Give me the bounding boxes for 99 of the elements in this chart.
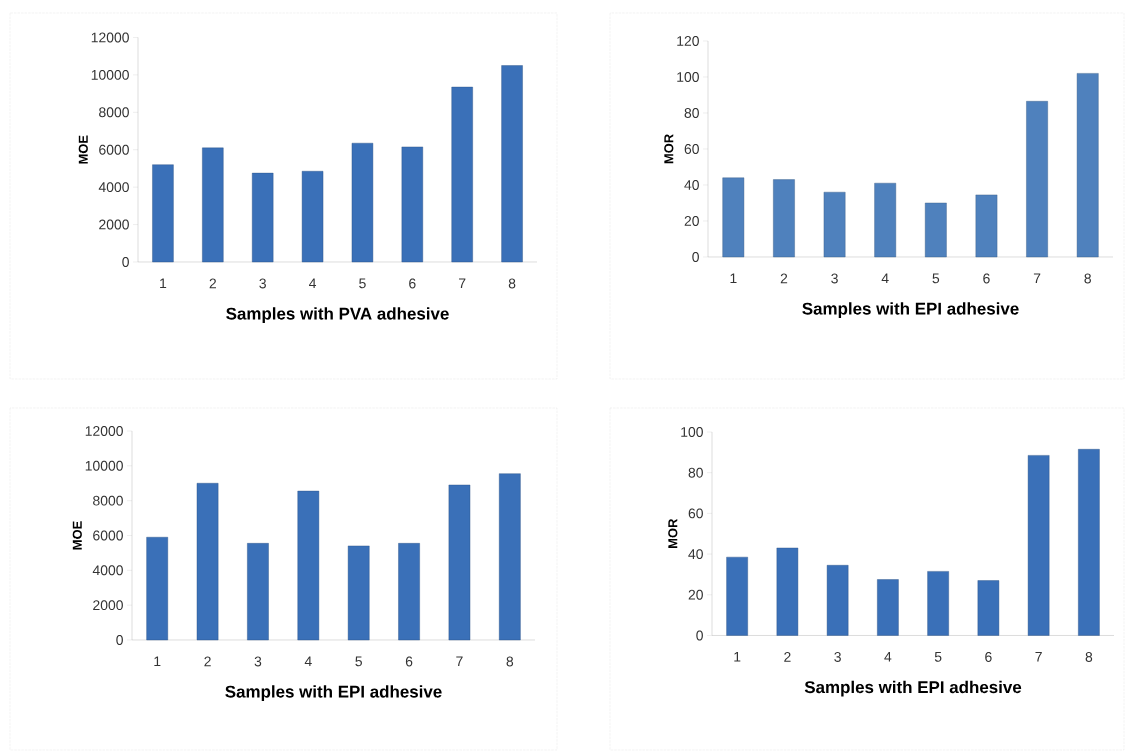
bar [1026, 101, 1048, 258]
x-tick-label: 4 [309, 278, 317, 289]
x-tick-label: 1 [160, 278, 167, 289]
x-tick-label: 3 [834, 651, 841, 662]
y-tick-label: 0 [692, 252, 699, 262]
y-axis-title: MOR [664, 134, 674, 164]
bar [202, 147, 224, 263]
bar [252, 172, 274, 263]
bar [401, 146, 423, 263]
x-tick-label: 1 [730, 273, 737, 284]
x-tick-label: 8 [506, 656, 514, 667]
y-tick-label: 40 [684, 180, 699, 190]
x-tick-label: 3 [259, 278, 266, 289]
x-axis-title: Samples with EPI adhesive [225, 685, 442, 702]
x-axis-title: Samples with PVA adhesive [226, 307, 449, 324]
x-tick-label: 5 [934, 652, 942, 662]
bar [398, 543, 420, 641]
y-tick-label: 0 [696, 630, 703, 641]
x-axis-title: Samples with EPI adhesive [804, 680, 1022, 697]
x-tick-label: 2 [209, 278, 216, 289]
y-tick-label: 4000 [92, 565, 123, 576]
y-tick-label: 2000 [99, 219, 129, 230]
y-tick-label: 20 [688, 589, 703, 600]
x-tick-label: 6 [409, 278, 416, 289]
bar [977, 580, 1000, 636]
y-axis-title: MOE [78, 135, 88, 164]
y-tick-label: 20 [684, 216, 699, 226]
y-axis-title: MOE [72, 521, 82, 550]
bar [152, 164, 174, 263]
bar [501, 65, 523, 263]
bar [823, 191, 846, 258]
y-tick-label: 12000 [85, 426, 123, 436]
y-tick-label: 60 [688, 508, 703, 519]
x-tick-label: 6 [983, 273, 990, 284]
x-tick-label: 5 [355, 656, 362, 667]
y-tick-label: 8000 [93, 495, 123, 506]
y-tick-label: 4000 [98, 182, 129, 193]
y-tick-label: 100 [677, 72, 699, 82]
bar [924, 202, 947, 258]
x-tick-label: 5 [359, 278, 366, 289]
x-tick-label: 2 [780, 273, 788, 284]
y-tick-label: 12000 [91, 32, 129, 43]
bar [297, 490, 320, 641]
x-tick-label: 8 [1084, 273, 1091, 284]
bar [1076, 73, 1099, 258]
y-tick-label: 6000 [93, 530, 123, 541]
bar [927, 571, 949, 636]
bar [726, 556, 748, 636]
x-tick-label: 6 [405, 656, 413, 667]
y-tick-label: 120 [677, 36, 699, 46]
bar [877, 579, 899, 636]
bar [301, 171, 324, 263]
bar [773, 179, 795, 258]
x-axis-title: Samples with EPI adhesive [802, 302, 1019, 319]
x-tick-label: 2 [784, 651, 791, 662]
x-tick-label: 4 [881, 273, 889, 284]
bar [451, 86, 473, 263]
y-tick-label: 80 [688, 467, 703, 478]
y-tick-label: 80 [684, 108, 699, 118]
bar [722, 177, 745, 258]
x-tick-label: 7 [456, 656, 463, 667]
bar [826, 565, 849, 636]
x-tick-label: 6 [985, 651, 992, 662]
y-axis-title: MOR [668, 518, 678, 548]
y-tick-label: 40 [688, 549, 703, 560]
y-tick-label: 6000 [99, 144, 129, 155]
bar [146, 537, 168, 641]
bar [347, 545, 370, 641]
y-tick-label: 60 [684, 144, 699, 154]
x-tick-label: 7 [459, 278, 466, 289]
y-tick-label: 10000 [91, 69, 129, 80]
y-tick-label: 0 [122, 257, 129, 267]
bar [1027, 455, 1050, 636]
y-tick-label: 8000 [99, 107, 129, 118]
x-tick-label: 1 [154, 656, 161, 667]
bar [975, 194, 998, 258]
x-tick-label: 3 [254, 656, 262, 667]
x-tick-label: 7 [1033, 273, 1041, 284]
bar [448, 484, 471, 641]
bar [499, 473, 521, 641]
bar [874, 182, 897, 258]
bar [351, 142, 374, 263]
bar [247, 543, 269, 641]
y-tick-label: 2000 [93, 600, 123, 611]
y-tick-label: 10000 [85, 460, 123, 471]
y-tick-label: 100 [681, 427, 703, 437]
x-tick-label: 8 [1085, 651, 1093, 662]
bar [1078, 449, 1100, 636]
x-tick-label: 4 [884, 652, 892, 662]
x-tick-label: 7 [1035, 652, 1042, 662]
x-tick-label: 3 [831, 273, 838, 284]
bar [776, 547, 799, 636]
x-tick-label: 2 [204, 656, 211, 667]
x-tick-label: 4 [304, 656, 312, 667]
x-tick-label: 1 [734, 652, 741, 662]
x-tick-label: 8 [508, 278, 516, 289]
bar [196, 483, 219, 641]
y-tick-label: 0 [116, 635, 123, 645]
x-tick-label: 5 [932, 273, 940, 284]
